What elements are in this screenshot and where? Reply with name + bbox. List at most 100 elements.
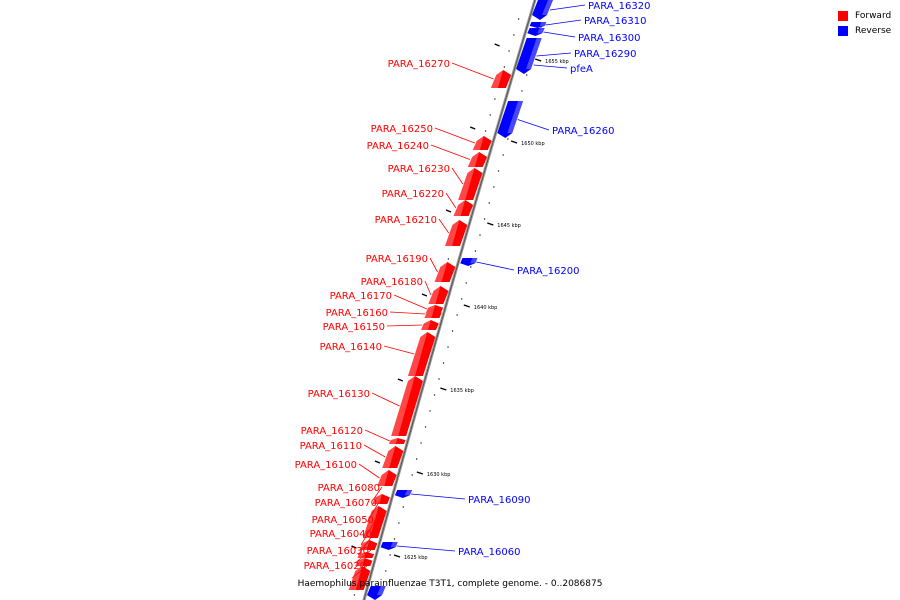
gene-face	[380, 542, 398, 550]
gene-face	[394, 490, 413, 498]
minor-tick	[433, 394, 436, 396]
gene-face	[357, 552, 375, 558]
gene-block-PARA_16220	[453, 200, 474, 216]
gene-label-PARA_16160: PARA_16160	[326, 308, 388, 319]
legend-label-reverse: Reverse	[855, 25, 892, 36]
gene-label-PARA_16310: PARA_16310	[584, 16, 646, 27]
minor-tick	[508, 50, 510, 52]
gene-block-PARA_16100	[377, 470, 397, 486]
minor-tick	[513, 34, 515, 36]
gene-face	[348, 566, 371, 590]
scale-tick-label: 1635 kbp	[450, 388, 474, 394]
gene-block-PARA_16060	[380, 542, 398, 550]
label-connector	[360, 518, 377, 546]
label-connector	[364, 429, 390, 442]
major-tick	[463, 304, 471, 308]
label-connector	[411, 493, 466, 500]
minor-tick	[420, 442, 422, 444]
minor-tick	[494, 98, 496, 100]
major-tick	[397, 378, 404, 382]
gene-highlight	[428, 286, 441, 304]
gene-label-PARA_16180: PARA_16180	[361, 277, 423, 288]
gene-block-PARA_16130	[391, 376, 423, 436]
label-connector	[366, 501, 380, 523]
minor-tick	[398, 522, 400, 524]
gene-block-PARA_16300	[527, 28, 545, 36]
gene-highlight	[539, 22, 547, 26]
gene-face	[391, 376, 423, 436]
scale-tick-label: 1655 kbp	[545, 59, 569, 65]
minor-tick	[438, 378, 440, 380]
map-caption: Haemophilus parainfluenzae T3T1, complet…	[297, 579, 603, 589]
gene-block-PARA_16120	[388, 438, 406, 444]
gene-block-PARA_16140	[408, 332, 436, 376]
minor-tick	[429, 410, 431, 412]
label-connector	[536, 52, 572, 57]
gene-label-PARA_16150: PARA_16150	[323, 322, 385, 333]
gene-block-PARA_16160	[424, 310, 442, 318]
gene-label-PARA_16070: PARA_16070	[315, 498, 377, 509]
major-tick	[421, 293, 428, 297]
label-connector	[356, 549, 372, 563]
gene-face	[377, 470, 397, 486]
gene-highlight	[388, 438, 398, 444]
minor-tick	[416, 458, 418, 460]
label-connector	[424, 280, 432, 296]
gene-face	[490, 70, 512, 88]
minor-tick	[493, 186, 495, 188]
minor-tick	[484, 218, 486, 220]
gene-label-PARA_16020: PARA_16020	[304, 561, 366, 572]
minor-tick	[402, 506, 404, 508]
gene-face	[445, 220, 468, 246]
gene-label-PARA_16200: PARA_16200	[517, 266, 579, 277]
label-connector	[373, 486, 383, 500]
gene-block-PARA_16290	[516, 38, 542, 74]
gene-block-PARA_16320	[532, 0, 553, 20]
minor-tick	[489, 114, 491, 116]
minor-tick	[411, 474, 413, 476]
scale-tick-label: 1640 kbp	[474, 305, 498, 311]
gene-label-PARA_16240: PARA_16240	[367, 141, 429, 152]
label-connector	[396, 545, 456, 552]
gene-face	[362, 506, 387, 538]
label-connector	[429, 257, 438, 273]
label-connector	[543, 31, 576, 38]
gene-label-PARA_16080: PARA_16080	[318, 483, 380, 494]
major-tick	[510, 140, 518, 144]
minor-tick	[526, 74, 528, 76]
gene-label-PARA_16120: PARA_16120	[301, 426, 363, 437]
gene-highlight	[453, 200, 466, 216]
label-connector	[393, 294, 428, 310]
gene-block-bottom-partial	[367, 586, 386, 600]
gene-label-PARA_16060: PARA_16060	[458, 547, 520, 558]
label-connector	[451, 62, 494, 80]
gene-label-PARA_16320: PARA_16320	[588, 1, 650, 12]
gene-face	[467, 152, 488, 167]
gene-label-PARA_16110: PARA_16110	[300, 441, 362, 452]
label-connector	[549, 4, 586, 11]
gene-features	[348, 0, 553, 600]
label-connector	[545, 19, 582, 26]
gene-face	[388, 438, 406, 444]
gene-block-PARA_16070	[362, 506, 387, 538]
gene-block-PARA_16180	[428, 286, 449, 304]
gene-label-PARA_16130: PARA_16130	[308, 389, 370, 400]
gene-label-PARA_16250: PARA_16250	[371, 124, 433, 135]
gene-label-PARA_16190: PARA_16190	[366, 254, 428, 265]
forward-swatch	[838, 10, 848, 21]
gene-highlight	[355, 558, 365, 566]
gene-face	[434, 262, 456, 282]
gene-block-PARA_16270	[490, 70, 512, 88]
minor-tick	[424, 426, 427, 428]
gene-block-PARA_16040	[357, 552, 375, 558]
gene-face	[529, 22, 547, 28]
scale-tick-label: 1650 kbp	[521, 141, 545, 147]
label-connector	[517, 119, 550, 131]
label-connector	[445, 192, 457, 209]
gene-label-PARA_16030: PARA_16030	[307, 546, 369, 557]
label-connector	[371, 392, 400, 407]
gene-label-PARA_16090: PARA_16090	[468, 495, 530, 506]
gene-block-PARA_16090	[394, 490, 413, 498]
gene-face	[424, 310, 442, 318]
